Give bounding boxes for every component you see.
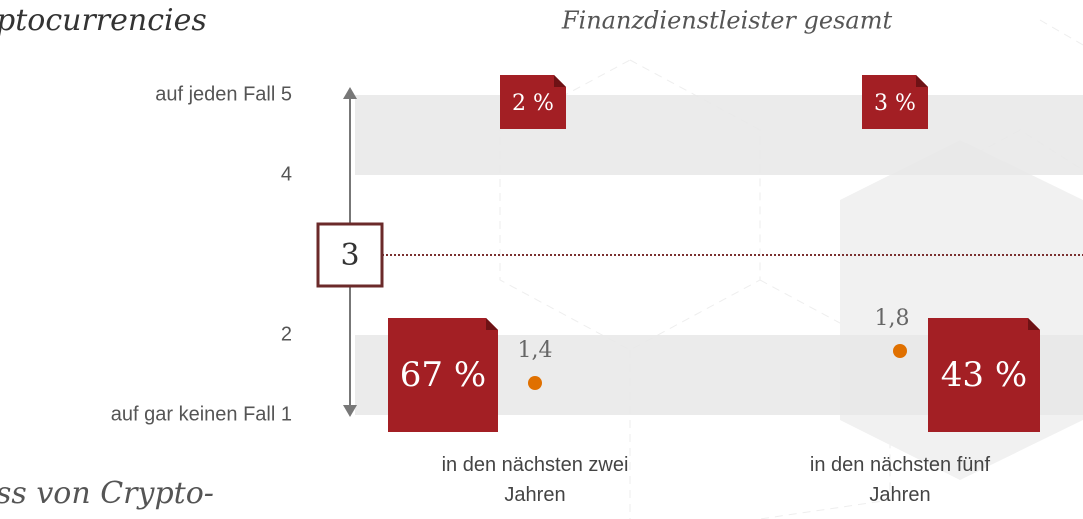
share-label: 3 % xyxy=(874,91,916,116)
share-box xyxy=(388,318,498,432)
arrow-head xyxy=(343,87,357,99)
fold xyxy=(1028,318,1040,330)
share-label: 67 % xyxy=(400,355,486,395)
x-label-box: in den nächsten zwei Jahren xyxy=(441,454,629,506)
value-label: 1,4 xyxy=(518,338,553,363)
fold xyxy=(554,75,566,87)
reference-label: 3 xyxy=(340,238,359,273)
arrow-head xyxy=(343,405,357,417)
reference-box xyxy=(316,222,384,288)
footer: ss von Crypto- xyxy=(0,476,214,511)
share-label: 43 % xyxy=(941,355,1027,395)
y-tick-label: 4 xyxy=(281,163,292,185)
y-tick-label: auf gar keinen Fall 1 xyxy=(111,403,292,425)
point xyxy=(893,344,907,358)
title: ptocurrencies xyxy=(0,3,207,38)
fold xyxy=(486,318,498,330)
fold xyxy=(916,75,928,87)
point xyxy=(528,376,542,390)
y-tick-label: 2 xyxy=(281,323,292,345)
y-tick-label: auf jeden Fall 5 xyxy=(155,83,292,105)
x-label-box: in den nächsten fünf Jahren xyxy=(809,454,991,506)
value-label: 1,8 xyxy=(875,306,910,331)
x-tick-label: in den nächsten zwei Jahren xyxy=(441,454,629,506)
share-box xyxy=(862,75,928,129)
share-box xyxy=(500,75,566,129)
x-tick-label: in den nächsten fünf Jahren xyxy=(809,454,991,506)
share-label: 2 % xyxy=(512,91,554,116)
share-box xyxy=(928,318,1040,432)
band xyxy=(355,95,1083,175)
subtitle: Finanzdienstleister gesamt xyxy=(561,7,893,35)
